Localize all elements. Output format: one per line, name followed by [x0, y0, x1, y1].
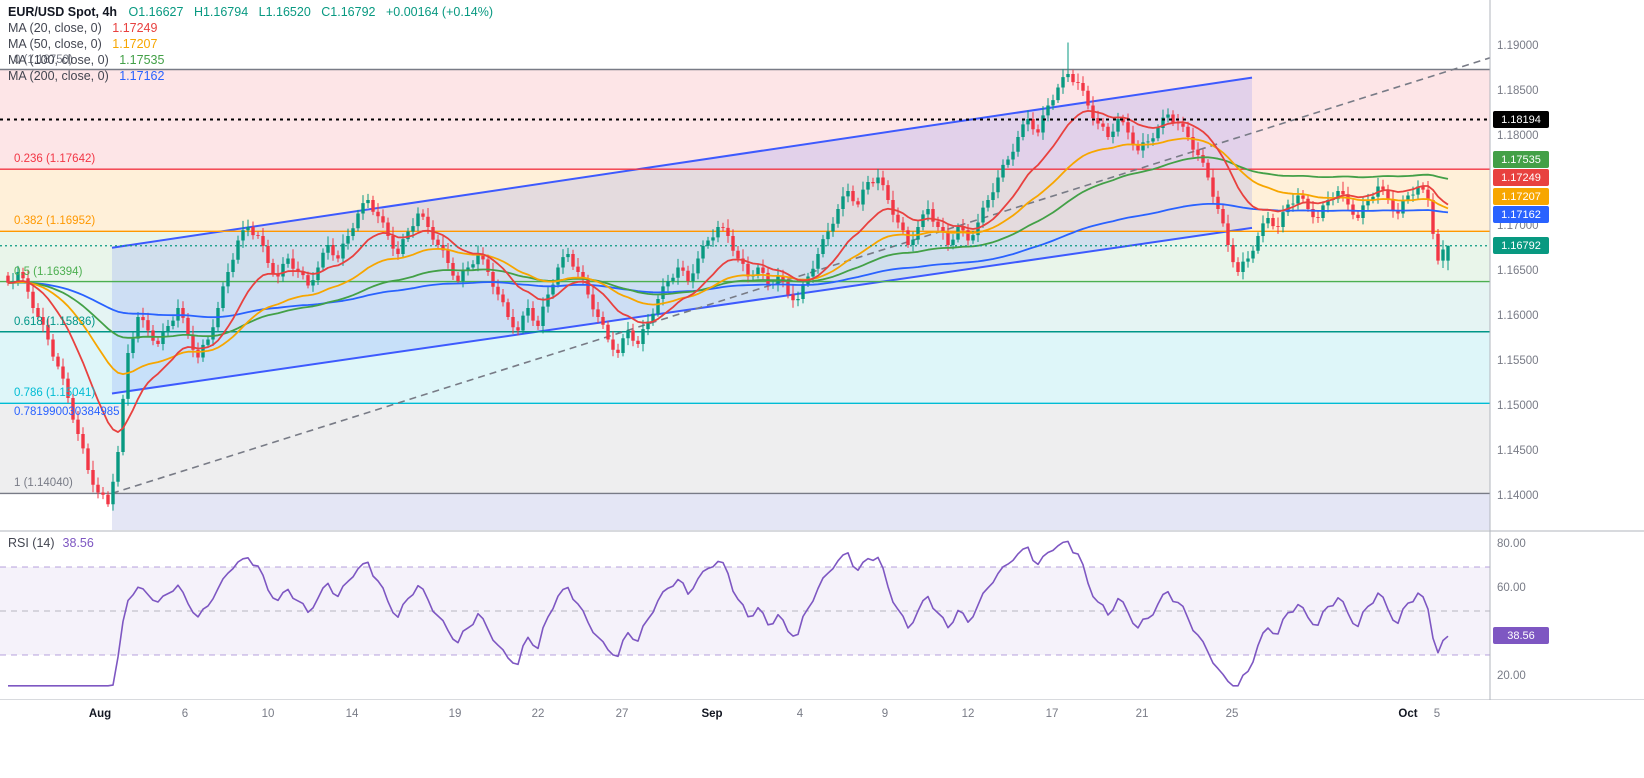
chart-canvas[interactable]: [0, 0, 1644, 732]
price-alert-lines: [0, 118, 1490, 247]
time-tick-label: 27: [615, 708, 629, 720]
price-tick-label: 1.16000: [1497, 310, 1539, 322]
time-tick-label: Sep: [701, 708, 723, 720]
time-tick-label: 14: [345, 708, 359, 720]
fib-band-fills: [0, 69, 1490, 530]
price-badge: 1.16792: [1493, 237, 1549, 254]
price-tick-label: 1.18000: [1497, 130, 1539, 142]
price-tick-label: 1.14500: [1497, 445, 1539, 457]
price-tick-label: 1.15500: [1497, 355, 1539, 367]
price-badge: 1.17535: [1493, 151, 1549, 168]
time-tick-label: Aug: [88, 708, 112, 720]
price-tick-label: 1.16500: [1497, 265, 1539, 277]
time-tick-label: 9: [881, 708, 889, 720]
price-badge: 1.17162: [1493, 206, 1549, 223]
price-tick-label: 1.14000: [1497, 490, 1539, 502]
time-tick-label: 17: [1045, 708, 1059, 720]
rsi-pane-plot: [0, 540, 1490, 687]
dashed-trendline: [111, 57, 1491, 495]
price-tick-label: 1.18500: [1497, 85, 1539, 97]
rsi-tick-label: 60.00: [1497, 582, 1526, 594]
time-tick-label: Oct: [1398, 708, 1418, 720]
rsi-tick-label: 80.00: [1497, 538, 1526, 550]
time-tick-label: 19: [448, 708, 462, 720]
price-badge: 38.56: [1493, 627, 1549, 644]
time-tick-label: 10: [261, 708, 275, 720]
price-axis[interactable]: 1.19000 1.18500 1.18000 1.17000 1.16500 1.160…: [1490, 0, 1644, 732]
rsi-tick-label: 20.00: [1497, 670, 1526, 682]
time-tick-label: 21: [1135, 708, 1149, 720]
price-tick-label: 1.15000: [1497, 400, 1539, 412]
time-tick-label: 22: [531, 708, 545, 720]
moving-average-lines: [7, 110, 1449, 433]
price-badge: 1.17207: [1493, 188, 1549, 205]
time-tick-label: 12: [961, 708, 975, 720]
time-tick-label: 6: [181, 708, 189, 720]
price-badge: 1.17249: [1493, 169, 1549, 186]
time-axis[interactable]: Aug 6 10 14 19 22 27 Sep 4 9 12 17 21 25 Oct 5: [0, 700, 1644, 732]
ascending-channel: [111, 76, 1253, 395]
time-tick-label: 25: [1225, 708, 1239, 720]
price-tick-label: 1.19000: [1497, 40, 1539, 52]
price-badge: 1.18194: [1493, 111, 1549, 128]
time-tick-label: 4: [796, 708, 804, 720]
price-tick-label: 1.17000: [1497, 220, 1539, 232]
time-tick-label: 5: [1433, 708, 1441, 720]
